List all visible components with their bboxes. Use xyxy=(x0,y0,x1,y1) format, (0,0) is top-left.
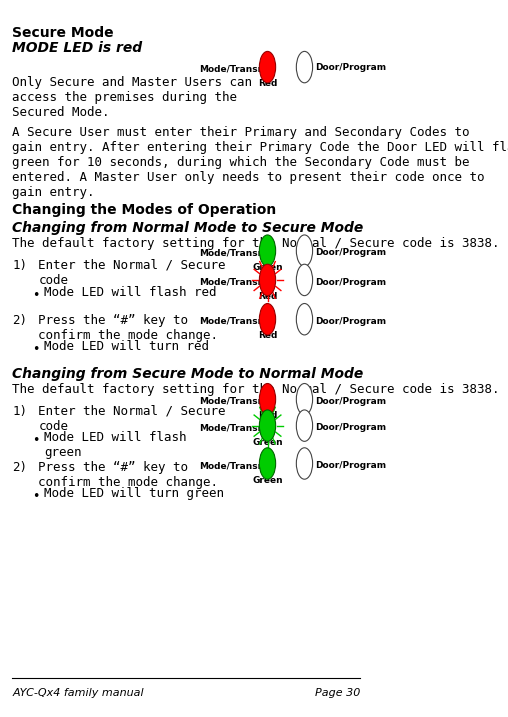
Circle shape xyxy=(296,410,312,442)
Text: Mode LED will flash
green: Mode LED will flash green xyxy=(44,432,186,460)
Circle shape xyxy=(260,52,276,82)
Text: Door/Program: Door/Program xyxy=(315,62,387,72)
Text: The default factory setting for the Normal / Secure code is 3838.: The default factory setting for the Norm… xyxy=(13,384,500,397)
Text: Door/Program: Door/Program xyxy=(315,317,387,326)
Text: Mode/Transmit: Mode/Transmit xyxy=(199,423,275,432)
Text: Mode/Transmit: Mode/Transmit xyxy=(199,248,275,257)
Circle shape xyxy=(296,52,312,82)
Circle shape xyxy=(260,448,276,479)
Text: Mode/Transmit: Mode/Transmit xyxy=(199,397,275,406)
Text: •: • xyxy=(32,288,40,302)
Circle shape xyxy=(260,265,276,295)
Text: 2): 2) xyxy=(13,314,27,327)
Text: 1): 1) xyxy=(13,405,27,418)
Circle shape xyxy=(260,235,276,266)
Circle shape xyxy=(296,448,312,479)
Text: Enter the Normal / Secure
code: Enter the Normal / Secure code xyxy=(38,405,226,433)
Text: Door/Program: Door/Program xyxy=(315,277,387,287)
Text: Changing from Normal Mode to Secure Mode: Changing from Normal Mode to Secure Mode xyxy=(13,221,364,234)
Text: Press the “#” key to
confirm the mode change.: Press the “#” key to confirm the mode ch… xyxy=(38,314,218,342)
Text: The default factory setting for the Normal / Secure code is 3838.: The default factory setting for the Norm… xyxy=(13,237,500,250)
Text: A Secure User must enter their Primary and Secondary Codes to
gain entry. After : A Secure User must enter their Primary a… xyxy=(13,126,508,199)
Text: Door/Program: Door/Program xyxy=(315,423,387,432)
Text: Green: Green xyxy=(252,475,283,485)
Text: MODE LED is red: MODE LED is red xyxy=(13,41,143,54)
Text: •: • xyxy=(32,343,40,356)
Text: Secure Mode: Secure Mode xyxy=(13,27,114,40)
Text: Door/Program: Door/Program xyxy=(315,461,387,470)
Text: Door/Program: Door/Program xyxy=(315,397,387,406)
Circle shape xyxy=(260,410,276,442)
Text: Door/Program: Door/Program xyxy=(315,248,387,257)
Text: 2): 2) xyxy=(13,461,27,475)
Circle shape xyxy=(260,303,276,335)
Text: Changing from Secure Mode to Normal Mode: Changing from Secure Mode to Normal Mode xyxy=(13,367,364,381)
Circle shape xyxy=(296,235,312,266)
Text: Mode LED will turn green: Mode LED will turn green xyxy=(44,487,224,500)
Text: Red: Red xyxy=(258,331,277,341)
Text: Mode/Transmit: Mode/Transmit xyxy=(199,317,275,326)
Text: Green: Green xyxy=(252,438,283,447)
Text: Changing the Modes of Operation: Changing the Modes of Operation xyxy=(13,203,277,217)
Text: Mode LED will flash red: Mode LED will flash red xyxy=(44,285,216,299)
Circle shape xyxy=(260,384,276,415)
Text: Red: Red xyxy=(258,412,277,420)
Text: Mode/Transmit: Mode/Transmit xyxy=(199,277,275,287)
Text: 1): 1) xyxy=(13,259,27,272)
Text: Green: Green xyxy=(252,263,283,272)
Circle shape xyxy=(296,303,312,335)
Text: Enter the Normal / Secure
code: Enter the Normal / Secure code xyxy=(38,259,226,287)
Text: Press the “#” key to
confirm the mode change.: Press the “#” key to confirm the mode ch… xyxy=(38,461,218,489)
Text: Mode/Transmit: Mode/Transmit xyxy=(199,461,275,470)
Text: Only Secure and Master Users can
access the premises during the
Secured Mode.: Only Secure and Master Users can access … xyxy=(13,77,252,120)
Text: AYC-Qx4 family manual: AYC-Qx4 family manual xyxy=(13,688,144,698)
Text: Mode/Transmit: Mode/Transmit xyxy=(199,65,275,74)
Text: •: • xyxy=(32,490,40,503)
Text: Mode LED will turn red: Mode LED will turn red xyxy=(44,340,209,353)
Text: Red: Red xyxy=(258,292,277,301)
Text: Page 30: Page 30 xyxy=(314,688,360,698)
Circle shape xyxy=(296,384,312,415)
Circle shape xyxy=(296,265,312,295)
Text: •: • xyxy=(32,435,40,447)
Text: Red: Red xyxy=(258,80,277,88)
